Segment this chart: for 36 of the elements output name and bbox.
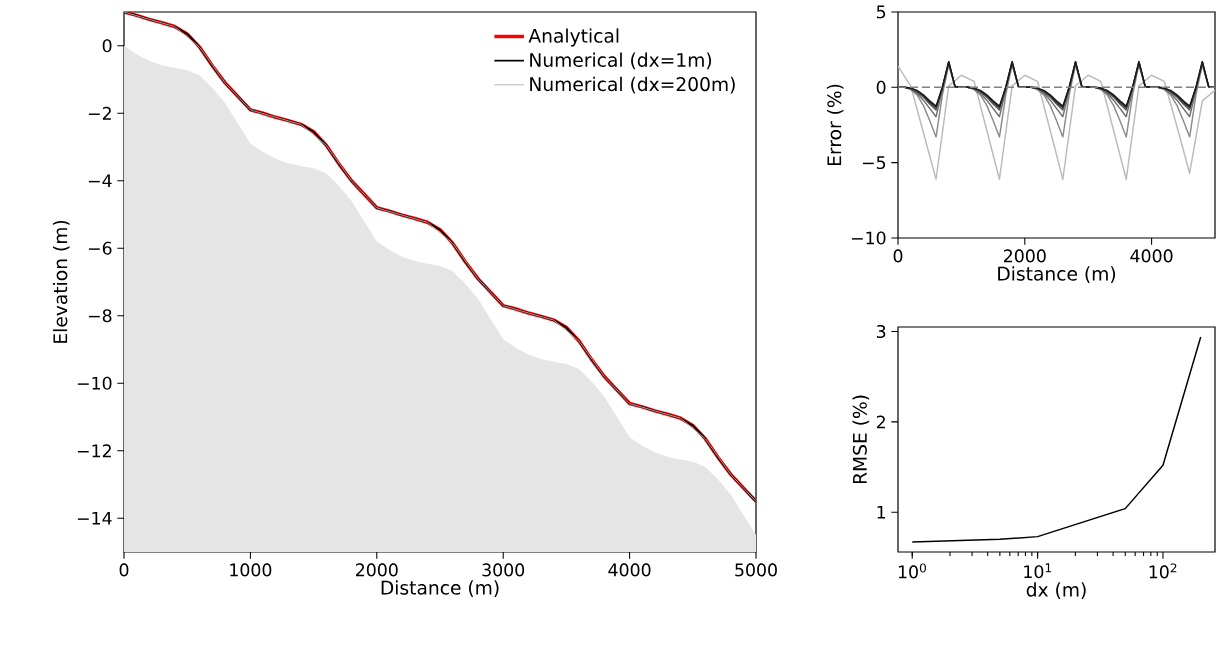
y-tick-label: 5 — [876, 5, 886, 19]
y-tick-label: −14 — [77, 511, 112, 525]
y-tick-label: 0 — [102, 39, 112, 53]
y-tick-label: −8 — [88, 309, 112, 323]
y-axis-title: RMSE (%) — [852, 395, 870, 484]
y-tick-label: 1 — [877, 505, 886, 519]
y-tick-label: 2 — [876, 415, 885, 429]
y-tick-label: 3 — [876, 324, 886, 339]
x-tick-label: 1000 — [230, 563, 272, 577]
y-tick-label: −10 — [77, 376, 112, 390]
x-tick-label: 10$^{2}$ — [1149, 563, 1177, 579]
y-axis-title: Error (%) — [826, 84, 844, 166]
y-axis-title: Elevation (m) — [52, 220, 70, 343]
x-tick-label: 10$^{1}$ — [1024, 563, 1052, 579]
y-tick-label: −12 — [77, 444, 111, 458]
legend-label: Numerical (dx=200m) — [530, 76, 735, 94]
x-tick-label: 5000 — [735, 563, 777, 577]
x-tick-label: 2000 — [1004, 249, 1046, 263]
x-tick-label: 4000 — [1130, 249, 1173, 263]
legend-label: Numerical (dx=1m) — [530, 52, 712, 70]
legend-label: Analytical — [528, 28, 619, 47]
x-tick-label: 3000 — [482, 563, 525, 577]
x-axis-title: Distance (m) — [998, 266, 1116, 283]
x-tick-label: 10$^{0}$ — [898, 563, 926, 579]
x-tick-label: 4000 — [608, 563, 651, 577]
y-tick-label: −6 — [88, 241, 112, 255]
x-axis-title: dx (m) — [1026, 582, 1086, 599]
y-tick-label: 0 — [876, 80, 886, 94]
x-tick-label: 2000 — [356, 563, 398, 577]
y-tick-label: −4 — [88, 174, 112, 188]
y-tick-label: −2 — [88, 106, 111, 120]
y-tick-label: −5 — [862, 156, 886, 170]
x-axis-title: Distance (m) — [381, 580, 499, 597]
x-tick-label: 0 — [119, 563, 129, 577]
y-tick-label: −10 — [851, 231, 886, 245]
x-tick-label: 0 — [893, 249, 903, 263]
